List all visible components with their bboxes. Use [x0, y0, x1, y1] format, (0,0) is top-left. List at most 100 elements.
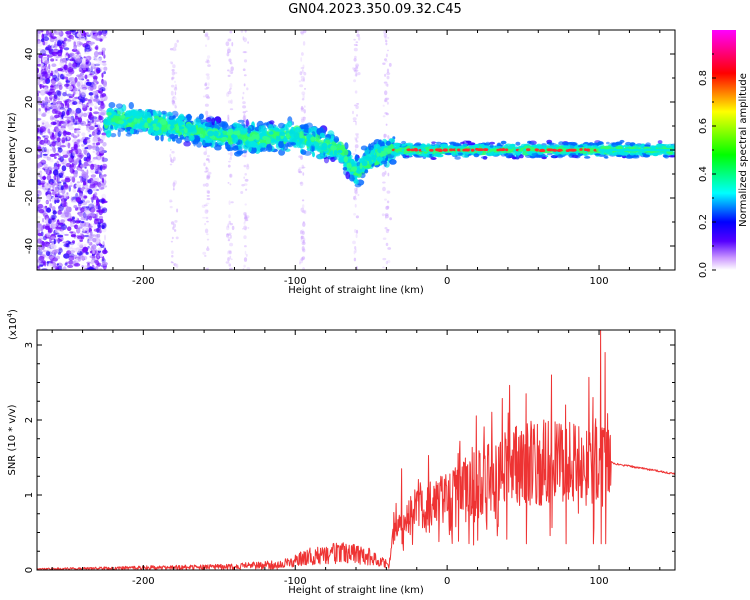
heat-cell	[94, 151, 100, 156]
heat-cell	[319, 127, 324, 133]
heat-cell	[102, 85, 108, 91]
heat-cell	[83, 234, 90, 238]
heat-cell	[401, 140, 407, 144]
heat-cell	[97, 123, 100, 128]
heat-cell	[88, 86, 93, 91]
heat-cell	[243, 83, 246, 87]
heat-cell	[460, 141, 465, 145]
heat-cell	[204, 103, 209, 107]
heat-cell	[229, 242, 234, 247]
heat-cell	[302, 116, 306, 119]
heat-cell	[92, 188, 99, 192]
heat-cell	[86, 190, 91, 193]
heat-cell	[55, 131, 58, 137]
heat-cell	[83, 195, 88, 199]
heat-cell	[88, 241, 93, 246]
heat-cell	[355, 44, 358, 47]
heat-cell	[54, 248, 57, 254]
heat-cell	[243, 74, 247, 77]
heat-cell	[52, 182, 57, 186]
heat-cell	[63, 47, 70, 51]
heat-cell	[74, 263, 81, 267]
heat-cell	[44, 47, 50, 51]
heat-cell	[86, 215, 90, 220]
heat-cell	[63, 121, 67, 127]
heat-cell	[154, 135, 160, 141]
heat-cell	[229, 174, 232, 178]
heat-cell	[71, 36, 75, 40]
heat-cell	[64, 183, 69, 188]
heat-cell	[94, 166, 99, 172]
heat-cell	[57, 222, 64, 225]
heat-cell	[202, 95, 206, 98]
heat-cell	[205, 166, 208, 170]
heat-cell	[50, 70, 54, 76]
heat-cell	[95, 212, 99, 219]
heat-cell	[68, 96, 73, 99]
heat-cell	[54, 37, 58, 42]
heat-cell	[615, 154, 623, 158]
heat-cell	[226, 225, 230, 231]
heat-cell	[243, 225, 248, 231]
heat-cell	[93, 195, 98, 201]
heat-cell	[171, 100, 175, 105]
heat-cell	[227, 38, 232, 42]
heat-cell	[84, 74, 88, 80]
heat-cell	[49, 95, 53, 100]
heat-cell	[246, 267, 251, 270]
heat-cell	[211, 117, 215, 126]
heat-cell	[54, 85, 59, 89]
heat-cell	[57, 234, 64, 238]
heat-cell	[560, 151, 566, 156]
heat-cell	[98, 91, 101, 94]
heat-cell	[77, 89, 81, 92]
heat-cell	[101, 177, 105, 184]
heat-cell	[54, 153, 59, 156]
heat-cell	[482, 156, 488, 160]
heat-cell	[385, 123, 388, 126]
heat-cell	[50, 236, 56, 240]
heat-cell	[303, 209, 307, 215]
heat-cell	[45, 108, 51, 111]
heat-cell	[302, 64, 305, 69]
heat-cell	[228, 58, 232, 62]
heat-cell	[354, 90, 358, 94]
heat-cell	[354, 189, 358, 195]
heat-cell	[55, 140, 62, 147]
heat-cell	[42, 218, 45, 223]
heat-cell	[511, 144, 516, 147]
heat-cell	[299, 181, 304, 187]
heat-cell	[355, 120, 357, 126]
heat-cell	[242, 101, 246, 105]
heat-cell	[72, 101, 78, 105]
heat-cell	[86, 169, 89, 176]
heat-cell	[226, 52, 230, 57]
heat-cell	[228, 200, 231, 205]
heat-cell	[171, 250, 174, 254]
heat-cell	[383, 147, 389, 152]
heat-cell	[92, 123, 96, 127]
heat-cell	[229, 61, 232, 65]
heat-cell	[87, 128, 91, 132]
heat-cell	[243, 155, 247, 158]
heat-cell	[243, 114, 247, 118]
heat-cell	[206, 86, 210, 89]
heat-cell	[57, 90, 62, 97]
heat-cell	[68, 52, 75, 57]
heat-cell	[74, 141, 78, 148]
heat-cell	[221, 136, 228, 141]
heat-cell	[350, 166, 358, 172]
heat-cell	[489, 144, 494, 148]
heat-cell	[93, 119, 100, 123]
heat-cell	[302, 172, 305, 176]
heat-cell	[61, 57, 68, 63]
heat-cell	[384, 227, 388, 230]
heat-cell	[176, 125, 180, 132]
heat-cell	[227, 251, 229, 255]
heat-cell	[91, 30, 97, 33]
heat-cell	[37, 262, 40, 267]
heat-cell	[467, 142, 476, 146]
heat-cell	[60, 231, 65, 236]
heat-cell	[300, 235, 305, 239]
heat-cell	[77, 74, 84, 81]
